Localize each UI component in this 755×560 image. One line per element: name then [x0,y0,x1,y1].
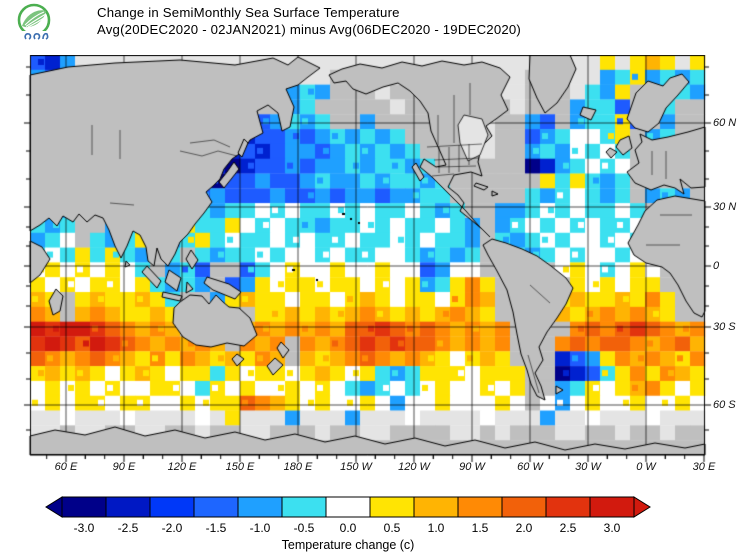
lat-label: 60 N [713,117,737,129]
colorbar-right-arrow [633,496,651,518]
lat-label: 60 S [713,399,736,411]
colorbar-segment [237,496,283,518]
colorbar-segment [545,496,591,518]
colorbar-tick-label: -3.0 [74,521,95,535]
colorbar-segment [501,496,547,518]
sst-anomaly-map [23,55,712,469]
lon-label: 90 E [112,461,136,473]
colorbar-segment [369,496,415,518]
colorbar-tick-label: 2.5 [560,521,577,535]
colorbar-segment [325,496,371,518]
colorbar-segment [149,496,195,518]
colorbar-tick-label: 3.0 [604,521,621,535]
lon-label: 120 E [167,461,197,473]
colorbar-tick-label: 1.5 [472,521,489,535]
temperature-colorbar: Temperature change (c) -3.0 -2.5 -2.0 -1.5 -… [45,496,651,552]
colorbar-segment [281,496,327,518]
colorbar-tick-label: -2.0 [162,521,183,535]
lon-label: 180 E [283,461,313,473]
colorbar-segment [589,496,635,518]
chart-subtitle: Avg(20DEC2020 - 02JAN2021) minus Avg(06D… [97,22,522,37]
lon-label: 60 E [54,461,78,473]
colorbar-segment [105,496,151,518]
lon-label: 150 E [225,461,255,473]
colorbar-left-arrow [45,496,63,518]
colorbar-segment [61,496,107,518]
colorbar-tick-label: 0.5 [384,521,401,535]
colorbar-tick-label: -1.0 [250,521,271,535]
colorbar-tick-label: 2.0 [516,521,533,535]
colorbar-segment [413,496,459,518]
colorbar-segment [193,496,239,518]
map-area [23,55,712,469]
colorbar-tick-label: 0.0 [340,521,357,535]
org-logo [17,3,51,42]
colorbar-segment [457,496,503,518]
lon-label: 60 W [517,461,543,473]
lat-label: 0 [713,260,720,272]
lat-label: 30 N [713,201,737,213]
colorbar-tick-label: -1.5 [206,521,227,535]
colorbar-tick-label: 1.0 [428,521,445,535]
colorbar-tick-label: -0.5 [294,521,315,535]
lon-label: 150 W [340,461,372,473]
leaf-stripes [24,11,46,28]
logo-thai-text [24,32,49,40]
colorbar-tick-label: -2.5 [118,521,139,535]
chart-title: Change in SemiMonthly Sea Surface Temper… [97,5,400,20]
lon-label: 90 W [459,461,485,473]
lon-label: 30 E [692,461,716,473]
lat-label: 30 S [713,321,736,333]
lon-label: 0 W [636,461,656,473]
lon-label: 30 W [575,461,601,473]
lon-label: 120 W [398,461,430,473]
colorbar-caption: Temperature change (c) [282,538,415,552]
